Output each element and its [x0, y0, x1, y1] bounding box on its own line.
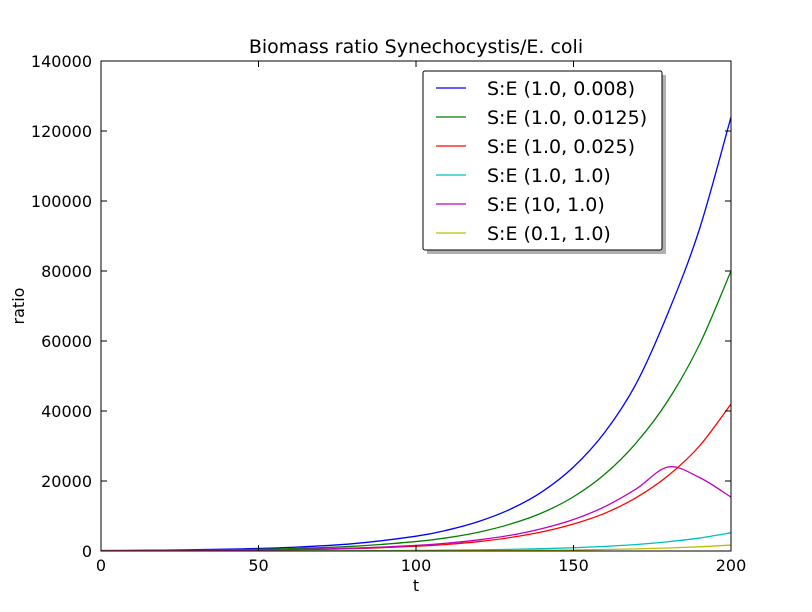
legend-entry-6: S:E (0.1, 1.0): [487, 223, 611, 245]
x-tick-label: 200: [716, 556, 747, 575]
legend-entry-5: S:E (10, 1.0): [487, 194, 605, 216]
legend-entry-4: S:E (1.0, 1.0): [487, 165, 611, 187]
y-tick-label: 0: [82, 542, 92, 561]
series-line-1: [101, 116, 731, 551]
chart-title: Biomass ratio Synechocystis/E. coli: [249, 36, 583, 58]
y-tick-label: 60000: [41, 332, 92, 351]
y-tick-label: 140000: [31, 52, 92, 71]
legend-box: [422, 70, 663, 251]
y-tick-label: 20000: [41, 472, 92, 491]
y-axis-label: ratio: [9, 288, 28, 325]
y-tick-label: 120000: [31, 122, 92, 141]
x-tick-label: 0: [96, 556, 106, 575]
y-tick-label: 80000: [41, 262, 92, 281]
y-tick-label: 100000: [31, 192, 92, 211]
x-tick-label: 100: [401, 556, 432, 575]
x-tick-label: 50: [248, 556, 268, 575]
y-tick-label: 40000: [41, 402, 92, 421]
axes-layer: 0 50 100 150 200 0 20000 40000 60000 80000 100000 1…: [31, 52, 746, 575]
legend: S:E (1.0, 0.008) S:E (1.0, 0.0125) S:E (1.…: [422, 70, 666, 254]
x-axis-label: t: [413, 576, 419, 595]
legend-entry-1: S:E (1.0, 0.008): [487, 78, 635, 100]
x-tick-label: 150: [558, 556, 589, 575]
legend-entry-3: S:E (1.0, 0.025): [487, 136, 635, 158]
legend-entry-2: S:E (1.0, 0.0125): [487, 107, 647, 129]
